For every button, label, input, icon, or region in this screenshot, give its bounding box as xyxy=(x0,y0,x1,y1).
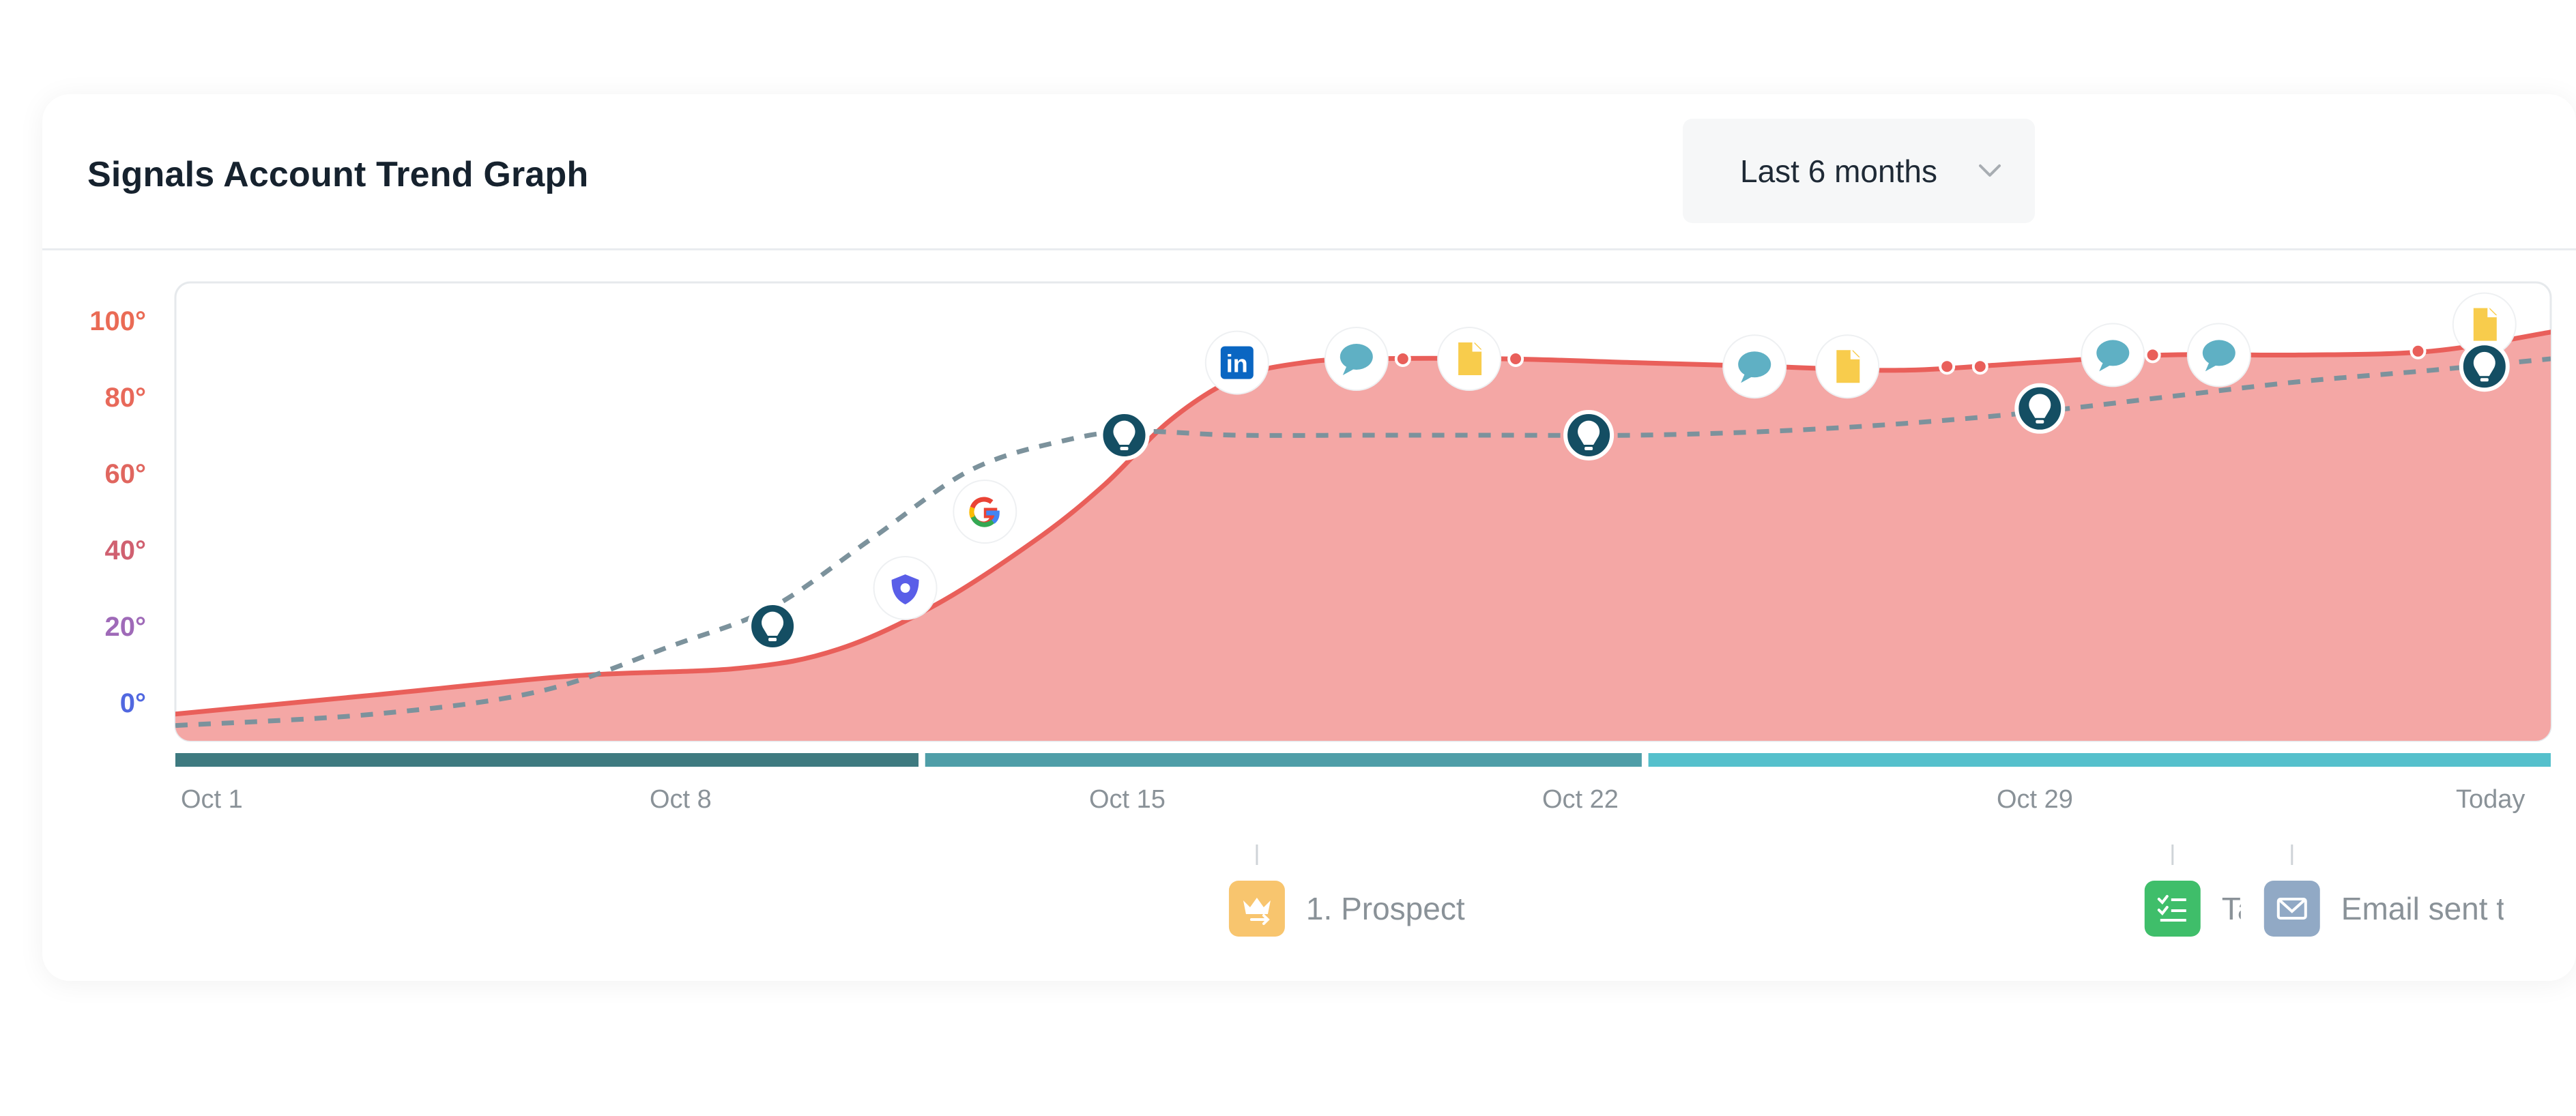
svg-text:in: in xyxy=(1226,350,1248,378)
series-area-fill xyxy=(175,332,2551,741)
lightbulb-icon[interactable] xyxy=(1563,410,1615,460)
series-line-dashed xyxy=(175,356,2551,729)
x-tick-label: Oct 1 xyxy=(181,785,243,814)
x-tick-label: Oct 22 xyxy=(1542,785,1619,814)
checklist-icon-badge xyxy=(2144,881,2201,937)
lightbulb-icon[interactable] xyxy=(747,601,798,651)
x-tick-label: Oct 8 xyxy=(650,785,712,814)
date-range-value: Last 6 months xyxy=(1740,153,1937,189)
signal-dot[interactable] xyxy=(2144,347,2161,364)
document-icon[interactable] xyxy=(1815,334,1880,399)
event-label: Ta xyxy=(2222,891,2255,926)
google-icon[interactable] xyxy=(953,480,1017,544)
y-tick-label: 60° xyxy=(105,459,147,489)
document-icon[interactable] xyxy=(1437,327,1502,391)
card-header: Signals Account Trend Graph Last 6 month… xyxy=(42,94,2576,250)
stage-bar xyxy=(175,753,919,767)
crown-arrow-icon xyxy=(1243,898,1271,925)
card-title: Signals Account Trend Graph xyxy=(87,155,589,194)
document-icon[interactable] xyxy=(2452,292,2517,357)
signal-dot[interactable] xyxy=(1971,358,1988,375)
y-tick-label: 100° xyxy=(89,306,146,336)
event-label: Email sent t xyxy=(2341,891,2506,926)
shield-icon[interactable] xyxy=(873,556,938,620)
stage-bar xyxy=(1648,753,2551,767)
checklist-icon xyxy=(2157,895,2186,922)
chevron-down-icon xyxy=(1979,164,2001,177)
x-tick-label: Oct 29 xyxy=(1997,785,2073,814)
chat-icon[interactable] xyxy=(1722,334,1787,399)
stage-bar xyxy=(925,753,1642,767)
lightbulb-icon[interactable] xyxy=(2459,341,2510,392)
chat-icon[interactable] xyxy=(1324,327,1389,391)
y-tick-label: 40° xyxy=(105,535,147,566)
y-tick-label: 0° xyxy=(120,688,146,718)
timeline-event[interactable]: Ta xyxy=(2144,845,2255,937)
x-tick-label: Oct 15 xyxy=(1089,785,1166,814)
signal-dot[interactable] xyxy=(1507,351,1524,367)
date-range-select[interactable]: Last 6 months xyxy=(1683,119,2035,223)
lightbulb-icon[interactable] xyxy=(1099,410,1150,460)
chat-icon[interactable] xyxy=(2186,323,2251,387)
chat-icon[interactable] xyxy=(2081,323,2145,387)
y-tick-label: 20° xyxy=(105,612,147,642)
signal-dot[interactable] xyxy=(1939,358,1956,375)
trend-card: Signals Account Trend Graph Last 6 month… xyxy=(42,94,2576,981)
x-tick-label: Today xyxy=(2456,785,2525,814)
timeline-event[interactable]: 1. Prospect xyxy=(1228,845,1465,937)
mail-icon-badge xyxy=(2263,881,2320,937)
y-tick-label: 80° xyxy=(105,383,147,413)
signal-dot[interactable] xyxy=(1394,351,1411,367)
signal-dot[interactable] xyxy=(2409,342,2427,359)
trend-chart: 0° 20° 40° 60° 80° 100° Oct 1 Oct 8 Oct 15 Oct 2… xyxy=(89,281,2552,937)
event-label: 1. Prospect xyxy=(1306,891,1465,926)
lightbulb-icon[interactable] xyxy=(2014,383,2066,434)
timeline-event[interactable]: Email sent t xyxy=(2263,845,2506,937)
mail-icon xyxy=(2276,898,2307,920)
linkedin-icon[interactable]: in xyxy=(1204,330,1269,395)
